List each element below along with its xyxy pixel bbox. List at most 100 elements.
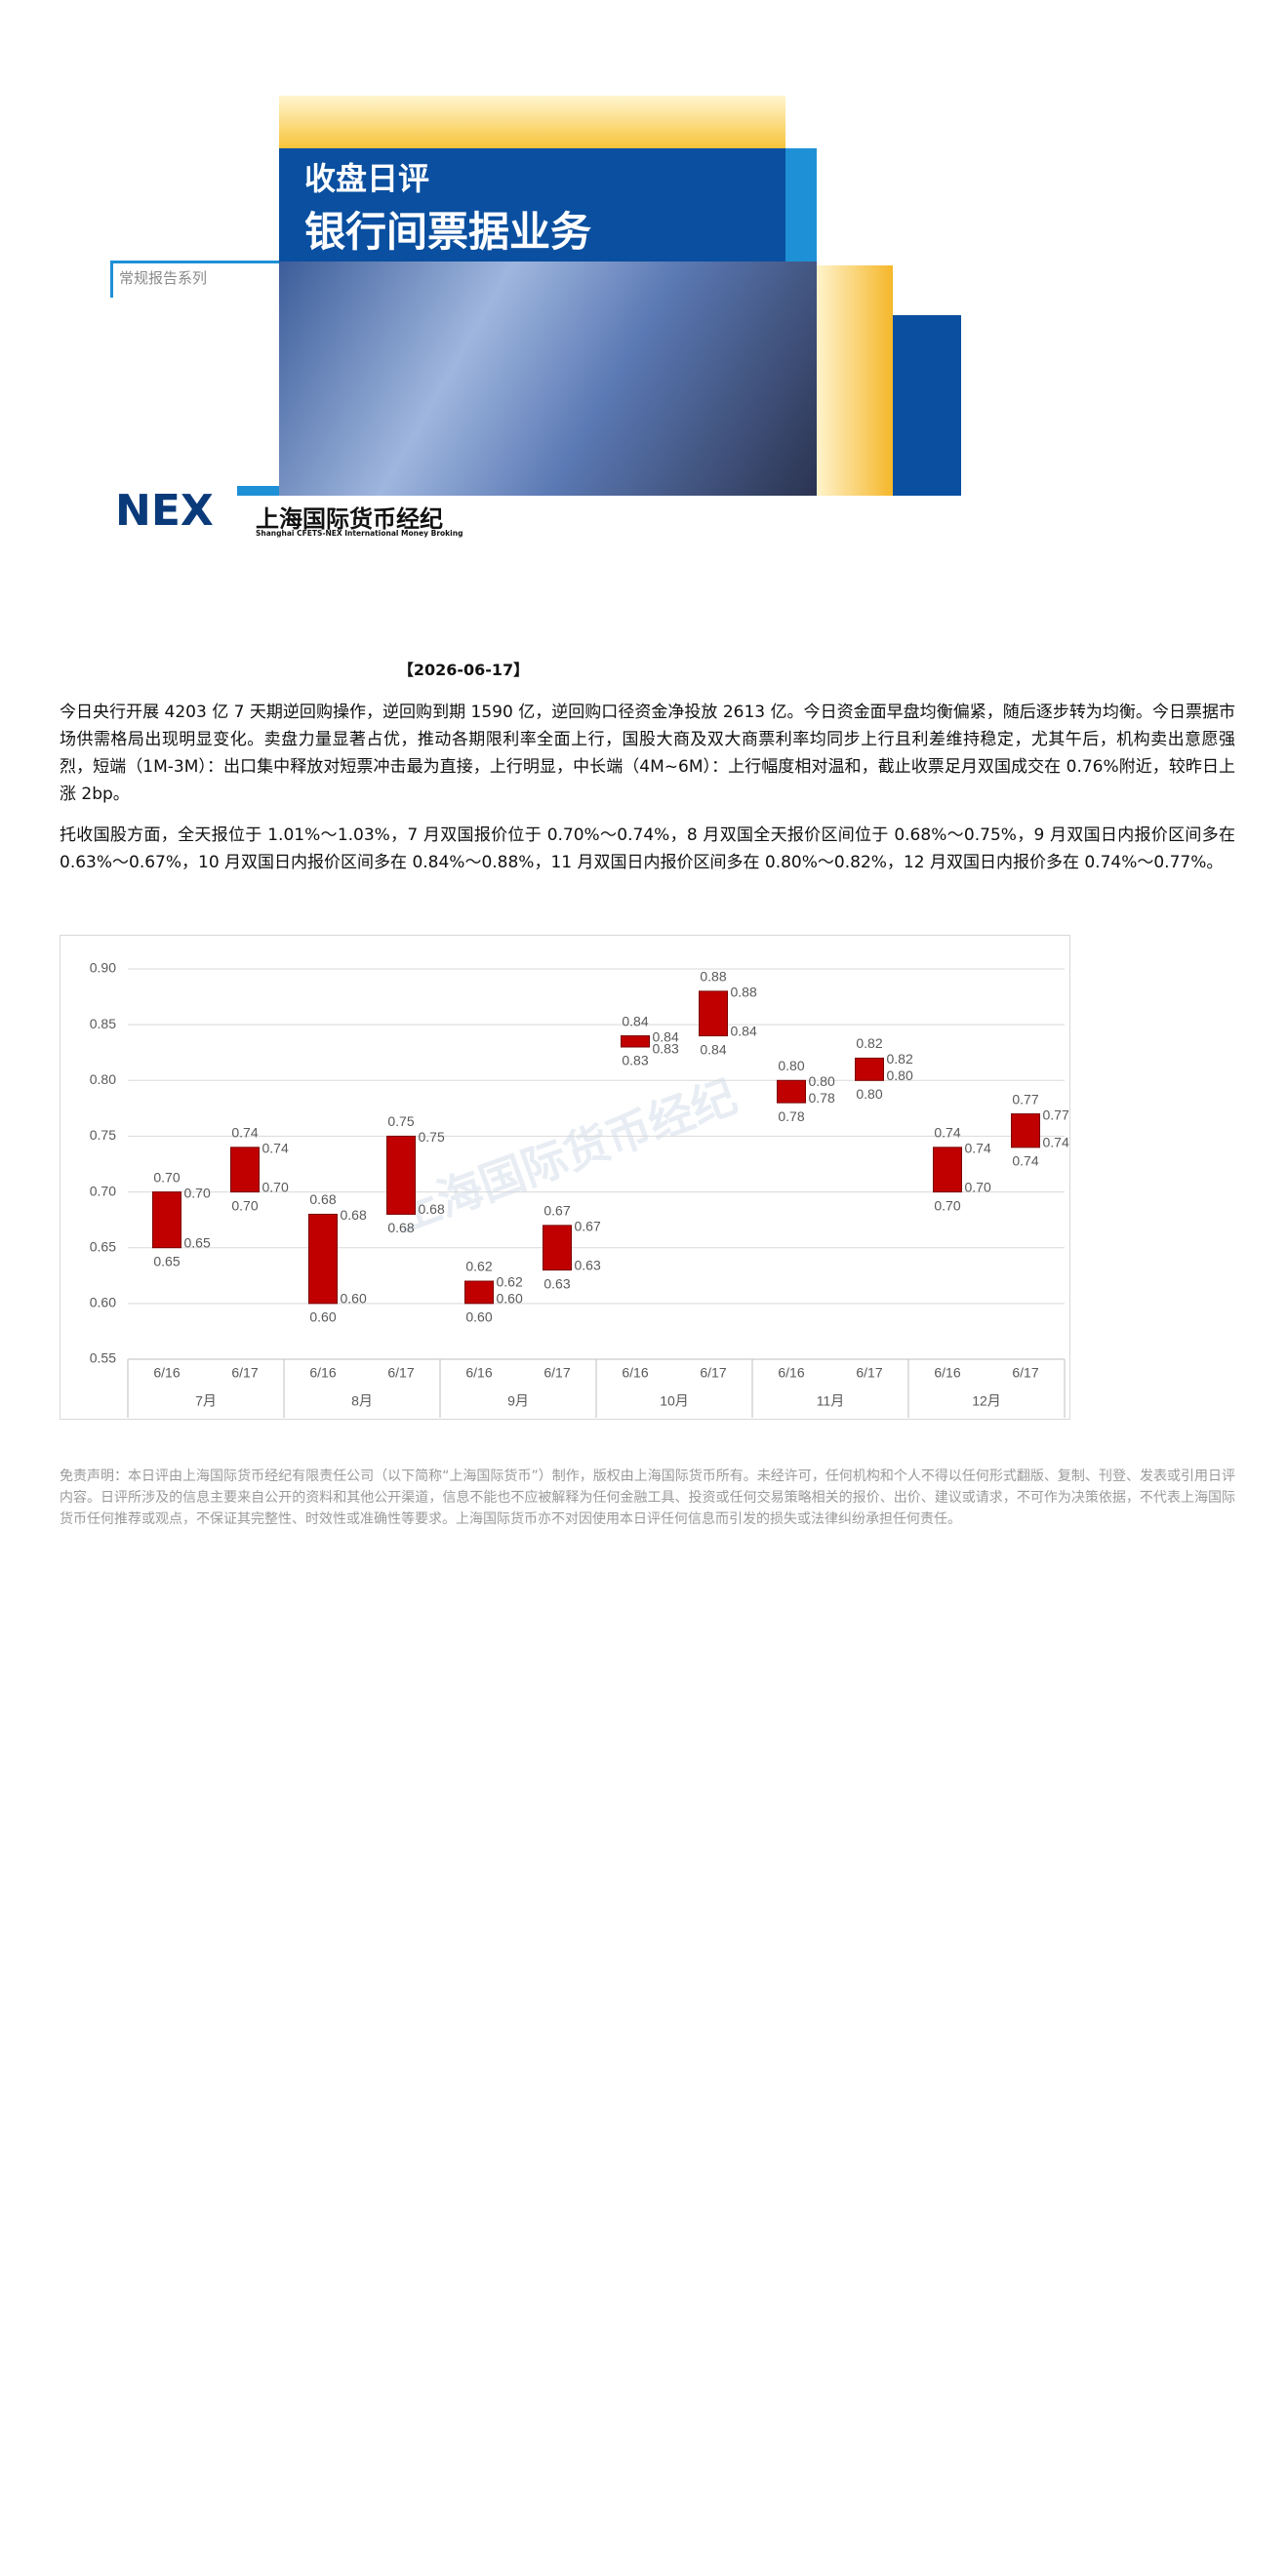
logo-name-cn: 上海国际货币经纪: [256, 505, 443, 533]
value-label: 0.77: [1012, 1091, 1038, 1107]
x-tick-label: 6/17: [231, 1365, 258, 1381]
bar: [777, 1079, 806, 1104]
paragraph: 托收国股方面，全天报位于 1.01%～1.03%，7 月双国报价位于 0.70%…: [60, 825, 1235, 872]
value-label: 0.70: [231, 1197, 258, 1213]
banner-title-2: 银行间票据业务: [304, 208, 592, 256]
x-tick-label: 6/17: [543, 1365, 570, 1381]
value-label: 0.80: [809, 1073, 835, 1089]
value-label: 0.80: [887, 1067, 913, 1083]
bar: [152, 1191, 181, 1249]
y-tick-label: 0.70: [90, 1183, 116, 1198]
value-label: 0.74: [262, 1141, 289, 1156]
value-label: 0.62: [497, 1274, 523, 1290]
value-label: 0.82: [856, 1035, 882, 1051]
value-label: 0.74: [231, 1125, 258, 1141]
value-label: 0.84: [653, 1028, 679, 1044]
x-tick-label: 6/17: [387, 1365, 414, 1381]
value-label: 0.62: [465, 1259, 492, 1274]
bar: [230, 1147, 260, 1193]
x-tick-label: 6/17: [856, 1365, 882, 1381]
report-date: 【2026-06-17】: [397, 661, 530, 679]
value-label: 0.70: [153, 1169, 180, 1185]
bar: [1011, 1113, 1040, 1148]
group-label: 9月: [507, 1393, 529, 1409]
value-label: 0.68: [341, 1207, 367, 1223]
bar: [699, 990, 728, 1037]
group-label: 7月: [195, 1393, 217, 1409]
value-label: 0.78: [809, 1090, 835, 1106]
value-label: 0.67: [575, 1219, 601, 1234]
y-tick-label: 0.60: [90, 1295, 116, 1310]
series-label: 常规报告系列: [119, 269, 208, 287]
logo-bar: [237, 486, 279, 496]
value-label: 0.74: [965, 1141, 991, 1156]
value-label: 0.80: [778, 1058, 804, 1073]
banner-yellow: [279, 96, 785, 148]
logo-name-en: Shanghai CFETS-NEX International Money B…: [256, 529, 463, 538]
value-label: 0.65: [153, 1253, 180, 1268]
value-label: 0.68: [387, 1220, 414, 1235]
value-label: 0.60: [465, 1309, 492, 1325]
value-label: 0.75: [419, 1129, 445, 1145]
group-label: 8月: [351, 1393, 373, 1409]
banner-title-1: 收盘日评: [304, 160, 430, 197]
value-label: 0.63: [543, 1275, 570, 1291]
value-label: 0.88: [700, 969, 726, 985]
value-label: 0.88: [731, 985, 757, 1000]
x-tick-label: 6/16: [622, 1365, 648, 1381]
x-tick-label: 6/16: [465, 1365, 492, 1381]
chart-frame: [60, 935, 1070, 1420]
value-label: 0.74: [1012, 1153, 1038, 1169]
value-label: 0.67: [543, 1203, 570, 1219]
value-label: 0.70: [262, 1179, 289, 1194]
y-tick-label: 0.55: [90, 1350, 116, 1366]
value-label: 0.68: [419, 1201, 445, 1217]
x-tick-label: 6/16: [778, 1365, 804, 1381]
bar: [308, 1213, 338, 1305]
banner-blue-bar: [893, 315, 961, 496]
y-tick-label: 0.65: [90, 1238, 116, 1254]
banner-photo: [279, 262, 817, 496]
value-label: 0.65: [184, 1234, 211, 1250]
value-label: 0.74: [1043, 1135, 1069, 1150]
x-tick-label: 6/17: [700, 1365, 726, 1381]
bar: [855, 1057, 884, 1081]
bar: [621, 1035, 650, 1048]
value-label: 0.80: [856, 1086, 882, 1102]
x-tick-label: 6/16: [934, 1365, 960, 1381]
group-label: 10月: [660, 1393, 689, 1409]
value-label: 0.70: [934, 1197, 960, 1213]
value-label: 0.60: [309, 1309, 336, 1325]
chart: 上海国际货币经纪 0.550.600.650.700.750.800.850.9…: [60, 935, 1070, 1420]
value-label: 0.84: [731, 1023, 757, 1038]
y-tick-label: 0.85: [90, 1016, 116, 1031]
value-label: 0.60: [341, 1291, 367, 1307]
value-label: 0.70: [965, 1179, 991, 1194]
bar: [464, 1280, 494, 1305]
value-label: 0.78: [778, 1108, 804, 1124]
y-tick-label: 0.80: [90, 1071, 116, 1087]
x-tick-label: 6/17: [1012, 1365, 1038, 1381]
paragraph: 今日央行开展 4203 亿 7 天期逆回购操作，逆回购到期 1590 亿，逆回购…: [60, 703, 1235, 804]
value-label: 0.83: [622, 1053, 648, 1068]
y-tick-label: 0.75: [90, 1127, 116, 1143]
group-label: 12月: [972, 1393, 1001, 1409]
value-label: 0.75: [387, 1113, 414, 1129]
banner-blue: [279, 148, 785, 262]
logo-mark: NEX: [115, 486, 214, 536]
y-tick-label: 0.90: [90, 960, 116, 976]
value-label: 0.74: [934, 1125, 960, 1141]
series-line: [110, 261, 279, 298]
value-label: 0.60: [497, 1291, 523, 1307]
bar: [933, 1147, 962, 1193]
bar: [543, 1225, 572, 1271]
banner-yellow-box: [817, 265, 893, 496]
value-label: 0.77: [1043, 1107, 1069, 1122]
x-tick-label: 6/16: [153, 1365, 180, 1381]
value-label: 0.68: [309, 1191, 336, 1207]
value-label: 0.83: [653, 1040, 679, 1056]
value-label: 0.84: [700, 1041, 726, 1057]
disclaimer: 免责声明：本日评由上海国际货币经纪有限责任公司（以下简称“上海国际货币”）制作，…: [60, 1469, 1235, 1527]
x-tick-label: 6/16: [309, 1365, 336, 1381]
